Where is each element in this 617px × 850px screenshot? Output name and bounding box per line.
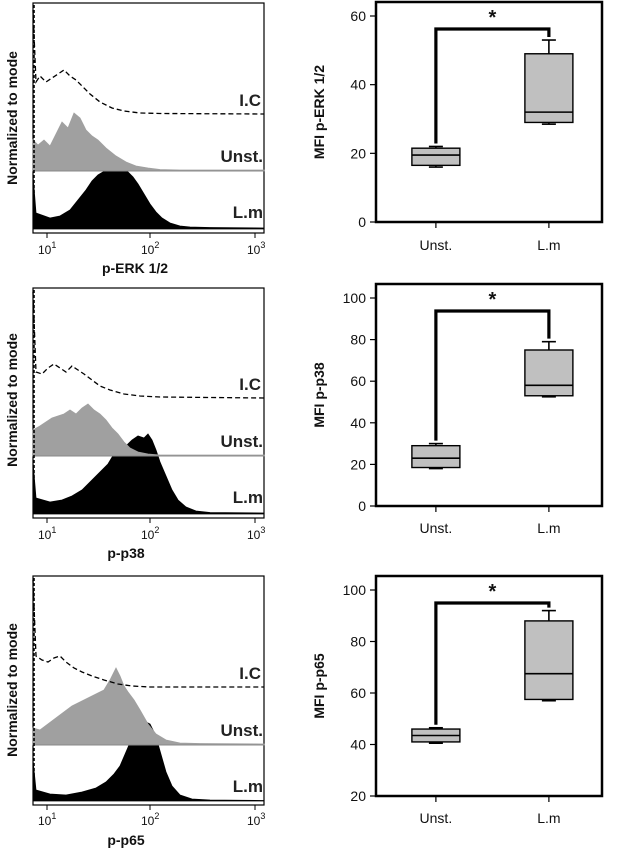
histogram-frame xyxy=(32,2,265,234)
histogram-xlabel: p-ERK 1/2 xyxy=(102,260,168,276)
tick-label: 102 xyxy=(141,240,159,257)
boxplot-frame xyxy=(374,574,604,798)
x-tick-label: Unst. xyxy=(420,237,453,253)
histogram-x-ticks: 101 102 103 xyxy=(38,233,265,257)
significance-star: * xyxy=(488,289,496,311)
tick-label: 102 xyxy=(141,811,159,828)
y-tick-label: 20 xyxy=(350,788,366,804)
y-tick-label: 40 xyxy=(350,77,366,93)
series-label-unst: Unst. xyxy=(221,432,264,451)
boxplot-frame xyxy=(374,0,604,224)
box xyxy=(411,147,461,167)
histogram-frame xyxy=(32,287,265,519)
y-tick-label: 60 xyxy=(350,685,366,701)
tick-label: 103 xyxy=(247,811,265,828)
series-label-unst: Unst. xyxy=(221,147,264,166)
histogram-ic-line xyxy=(32,291,265,399)
tick-label: 103 xyxy=(247,525,265,542)
box xyxy=(411,444,461,469)
tick-label: 101 xyxy=(38,525,56,542)
y-tick-label: 60 xyxy=(350,373,366,389)
histogram-panel-p38: Normalized to mode I.C Unst. L.m 101 102… xyxy=(4,287,265,561)
x-tick-label: L.m xyxy=(537,810,560,826)
y-tick-label: 0 xyxy=(358,498,366,514)
y-tick-label: 20 xyxy=(350,456,366,472)
y-tick-label: 40 xyxy=(350,415,366,431)
series-label-ic: I.C xyxy=(239,664,261,683)
tick-label: 102 xyxy=(141,525,159,542)
boxplot-frame xyxy=(374,282,604,508)
y-tick-label: 100 xyxy=(343,290,367,306)
boxplot-panel-p38: 0 20 40 60 80 100 MFI p-p38 Unst. L.m * xyxy=(311,282,604,536)
box xyxy=(524,53,574,124)
series-label-lm: L.m xyxy=(233,777,263,796)
histogram-x-ticks: 101 102 103 xyxy=(38,518,265,542)
tick-label: 103 xyxy=(247,240,265,257)
y-tick-label: 80 xyxy=(350,634,366,650)
y-tick-label: 60 xyxy=(350,8,366,24)
histogram-lm-fill xyxy=(32,433,265,515)
x-tick-label: Unst. xyxy=(420,810,453,826)
tick-label: 101 xyxy=(38,240,56,257)
histogram-ic-line xyxy=(32,579,264,688)
box xyxy=(524,620,574,701)
tick-label: 101 xyxy=(38,811,56,828)
histogram-unst-fill xyxy=(32,403,265,457)
series-label-lm: L.m xyxy=(233,203,263,222)
y-tick-label: 20 xyxy=(350,145,366,161)
histogram-ylabel: Normalized to mode xyxy=(4,333,20,467)
y-axis-label: MFI p-p65 xyxy=(311,653,327,719)
x-tick-label: L.m xyxy=(537,237,560,253)
histogram-unst-fill xyxy=(32,667,265,746)
series-label-ic: I.C xyxy=(239,375,261,394)
histogram-panel-p65: Normalized to mode I.C Unst. L.m 101 102… xyxy=(4,575,265,848)
significance-star: * xyxy=(488,7,496,29)
y-axis-label: MFI p-p38 xyxy=(311,362,327,428)
boxplot-panel-p65: 20 40 60 80 100 MFI p-p65 Unst. L.m * xyxy=(311,574,604,826)
significance-star: * xyxy=(488,581,496,603)
y-tick-label: 0 xyxy=(358,214,366,230)
histogram-ic-line xyxy=(32,9,265,115)
y-tick-label: 100 xyxy=(343,582,367,598)
histogram-unst-fill xyxy=(32,112,265,172)
histogram-ylabel: Normalized to mode xyxy=(4,51,20,185)
series-label-lm: L.m xyxy=(233,488,263,507)
series-label-unst: Unst. xyxy=(221,721,264,740)
histogram-ylabel: Normalized to mode xyxy=(4,623,20,757)
box xyxy=(524,349,574,397)
histogram-xlabel: p-p65 xyxy=(107,832,145,848)
series-label-ic: I.C xyxy=(239,91,261,110)
y-axis-label: MFI p-ERK 1/2 xyxy=(311,65,327,159)
histogram-x-ticks: 101 102 103 xyxy=(38,805,265,828)
significance-bracket xyxy=(434,601,551,725)
significance-bracket xyxy=(434,27,551,144)
histogram-xlabel: p-p38 xyxy=(107,545,145,561)
histogram-panel-erk: Normalized to mode I.C Unst. L.m 101 102… xyxy=(4,2,265,276)
x-tick-label: L.m xyxy=(537,520,560,536)
histogram-frame xyxy=(32,575,265,806)
boxplot-panel-erk: 0 20 40 60 MFI p-ERK 1/2 Unst. L.m * xyxy=(311,0,604,253)
x-tick-label: Unst. xyxy=(420,520,453,536)
significance-bracket xyxy=(434,309,551,441)
y-tick-label: 40 xyxy=(350,737,366,753)
y-tick-label: 80 xyxy=(350,332,366,348)
